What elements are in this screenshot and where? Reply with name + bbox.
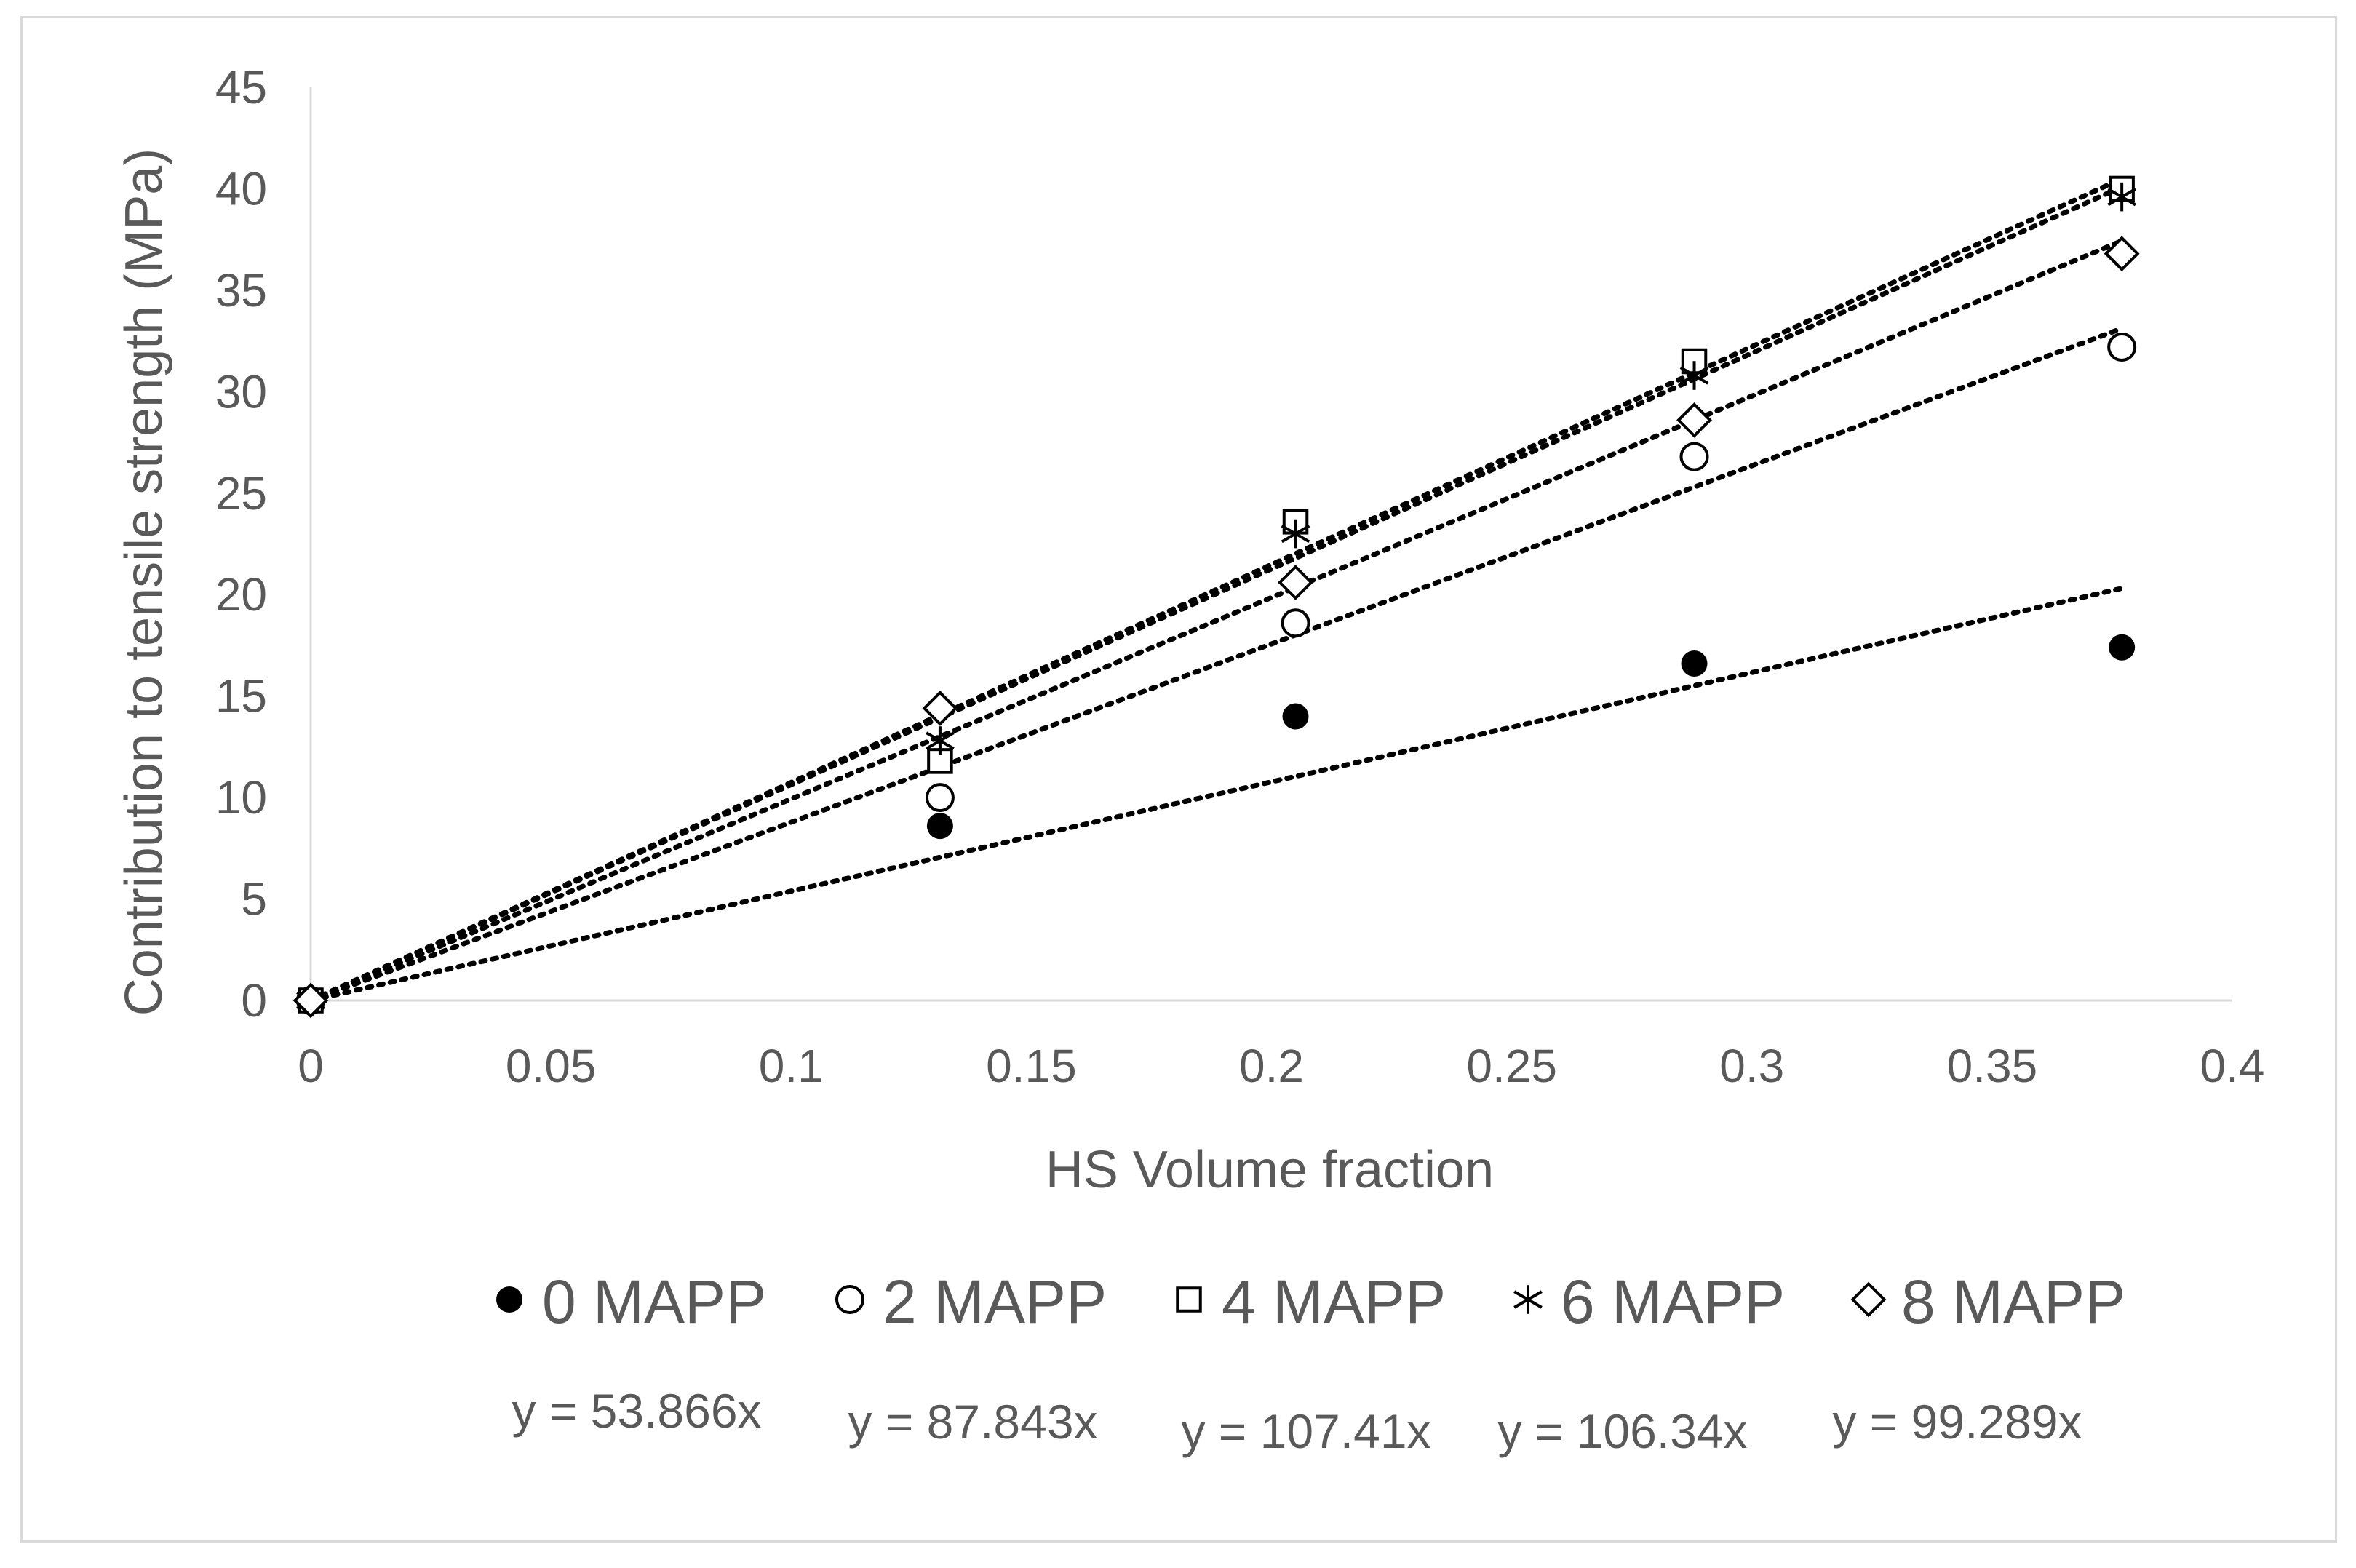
- x-tick-label: 0: [298, 1040, 324, 1092]
- trendline-equations: y = 53.866x y = 87.843x y = 107.41x y = 106…: [512, 1384, 2082, 1458]
- legend-label: 0 MAPP: [542, 1267, 766, 1336]
- data-point: [925, 783, 955, 813]
- y-tick-label: 35: [215, 264, 267, 317]
- trendline-equation: y = 106.34x: [1497, 1404, 1747, 1458]
- data-point: [1282, 703, 1309, 730]
- y-tick-label: 10: [215, 771, 267, 824]
- x-tick-label: 0.4: [2200, 1040, 2265, 1092]
- trendline: [308, 238, 2125, 1003]
- trendlines: [308, 176, 2125, 1003]
- trendline-equation: y = 107.41x: [1181, 1404, 1430, 1458]
- data-point: [1281, 608, 1310, 638]
- trendline-equation: y = 87.843x: [848, 1395, 1097, 1449]
- legend-marker: [1513, 1285, 1543, 1314]
- trendline: [308, 325, 2125, 1003]
- data-point: [2104, 236, 2140, 272]
- data-point: [922, 690, 958, 726]
- legend-item: 8 MAPP: [1850, 1267, 2125, 1336]
- data-point: [1679, 361, 1709, 390]
- data-point: [1679, 442, 1709, 471]
- data-point: [2109, 634, 2136, 661]
- axes: [309, 87, 2232, 1002]
- y-tick-label: 0: [241, 974, 267, 1027]
- y-tick-label: 30: [215, 365, 267, 418]
- y-tick-label: 20: [215, 568, 267, 621]
- data-point: [1676, 402, 1712, 438]
- x-tick-label: 0.35: [1947, 1040, 2038, 1092]
- legend-marker: [1850, 1281, 1887, 1318]
- y-tick-label: 25: [215, 467, 267, 520]
- trendline: [308, 176, 2125, 1003]
- trendline: [308, 586, 2125, 1003]
- data-point: [1281, 519, 1310, 549]
- data-point: [1681, 650, 1708, 677]
- x-tick-labels: 0 0.05 0.1 0.15 0.2 0.25 0.3 0.35 0.4: [298, 1040, 2264, 1092]
- x-tick-label: 0.15: [986, 1040, 1077, 1092]
- x-tick-label: 0.2: [1239, 1040, 1304, 1092]
- data-point: [926, 813, 953, 840]
- y-tick-label: 15: [215, 670, 267, 723]
- legend-label: 2 MAPP: [883, 1267, 1107, 1336]
- x-tick-label: 0.25: [1466, 1040, 1557, 1092]
- legend-marker: [1176, 1286, 1202, 1313]
- legend-item: 6 MAPP: [1513, 1267, 1785, 1336]
- legend-label: 6 MAPP: [1561, 1267, 1785, 1336]
- legend-label: 8 MAPP: [1901, 1267, 2125, 1336]
- data-point: [292, 982, 329, 1019]
- trendline-equation: y = 53.866x: [512, 1384, 761, 1438]
- y-axis-title: Contribution to tensile strength (MPa): [115, 148, 173, 1016]
- y-tick-labels: 0 5 10 15 20 25 30 35 40 45: [215, 61, 267, 1027]
- x-tick-label: 0.05: [506, 1040, 597, 1092]
- x-axis-title: HS Volume fraction: [1046, 1141, 1494, 1199]
- data-point: [1278, 565, 1313, 600]
- data-point: [2107, 182, 2136, 212]
- y-tick-label: 5: [241, 873, 267, 926]
- data-point: [926, 726, 955, 755]
- legend: 0 MAPP 2 MAPP 4 MAPP 6 MAPP 8 MAPP: [496, 1267, 2125, 1336]
- legend-item: 2 MAPP: [835, 1267, 1107, 1336]
- legend-marker: [496, 1286, 522, 1313]
- trendline: [308, 184, 2125, 1003]
- y-tick-label: 45: [215, 61, 267, 114]
- data-points: [292, 175, 2140, 1019]
- x-tick-label: 0.1: [759, 1040, 824, 1092]
- legend-label: 4 MAPP: [1222, 1267, 1446, 1336]
- trendline-equation: y = 99.289x: [1832, 1395, 2082, 1449]
- legend-marker: [835, 1285, 864, 1314]
- data-point: [2107, 332, 2137, 362]
- y-tick-label: 40: [215, 162, 267, 215]
- legend-item: 0 MAPP: [496, 1267, 766, 1336]
- legend-item: 4 MAPP: [1176, 1267, 1446, 1336]
- x-tick-label: 0.3: [1719, 1040, 1784, 1092]
